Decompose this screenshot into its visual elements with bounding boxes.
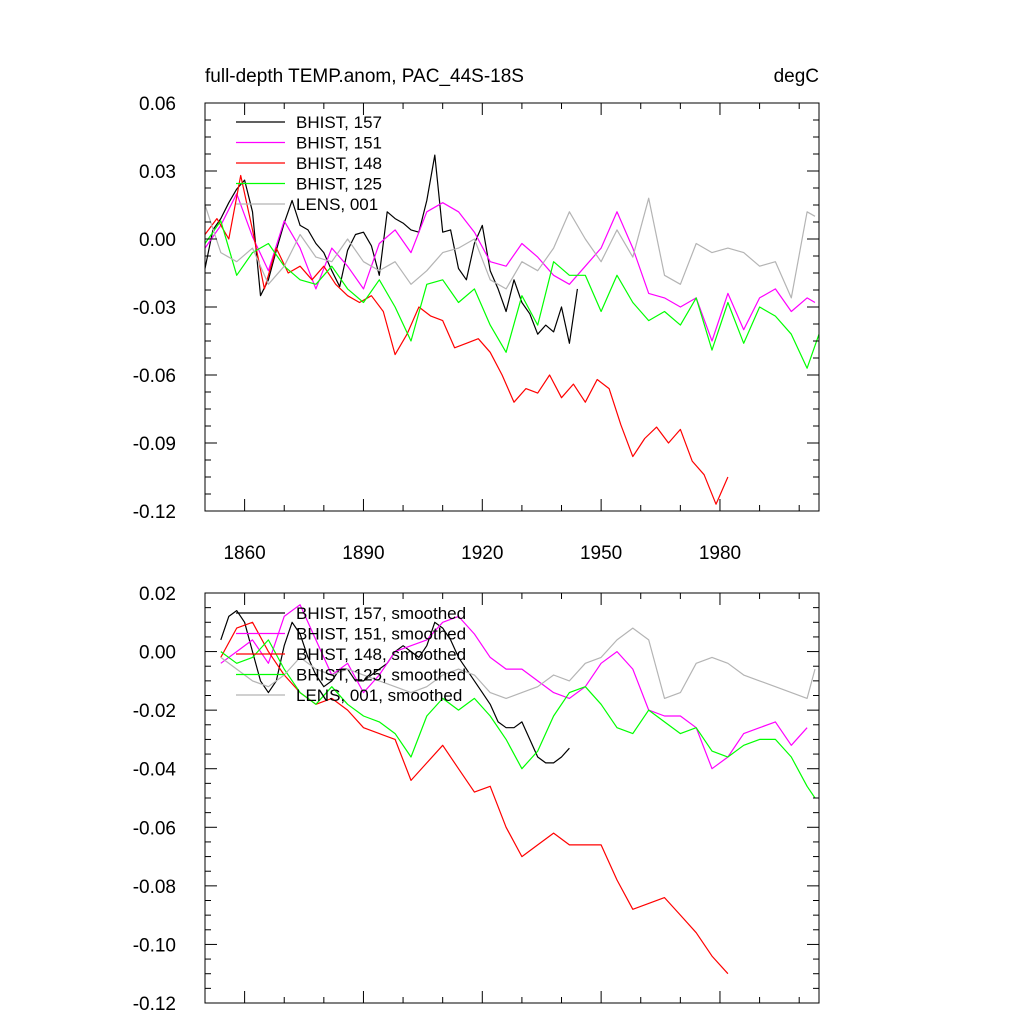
top-panel: 1860 1890 1920 1950 1980 -0.12 -0.09 -0.06 -0.03… — [133, 94, 820, 564]
top-legend-label-4: BHIST, 125 — [296, 175, 382, 194]
bottom-series-line-4 — [220, 639, 816, 799]
bottom-legend-label-5: LENS, 001, smoothed — [296, 686, 462, 705]
top-y-tick-label: 0.00 — [139, 230, 176, 251]
bottom-y-tick-label: -0.08 — [133, 877, 176, 898]
bottom-legend: BHIST, 157, smoothed BHIST, 151, smoothed… — [236, 604, 466, 705]
units-label: degC — [774, 66, 819, 87]
top-legend-label-1: BHIST, 157 — [296, 113, 382, 132]
top-axes: 1860 1890 1920 1950 1980 -0.12 -0.09 -0.06 -0.03… — [133, 94, 819, 564]
top-x-tick-label: 1950 — [580, 543, 622, 564]
top-x-tick-label: 1920 — [461, 543, 503, 564]
top-y-tick-label: -0.06 — [133, 366, 176, 387]
top-y-tick-label: -0.03 — [133, 298, 176, 319]
bottom-y-tick-label: -0.06 — [133, 818, 176, 839]
top-legend-label-2: BHIST, 151 — [296, 134, 382, 153]
top-x-tick-label: 1980 — [699, 543, 741, 564]
bottom-y-tick-label: -0.02 — [133, 701, 176, 722]
bottom-y-tick-label: -0.10 — [133, 935, 176, 956]
top-x-tick-label: 1890 — [342, 543, 384, 564]
bottom-y-tick-label: 0.02 — [139, 584, 176, 605]
top-series-line-5 — [204, 197, 816, 299]
top-legend-label-5: LENS, 001 — [296, 195, 378, 214]
bottom-y-tick-label: 0.00 — [139, 643, 176, 664]
bottom-legend-label-3: BHIST, 148, smoothed — [296, 645, 466, 664]
bottom-y-tick-label: -0.12 — [133, 994, 176, 1015]
bottom-series-line-2 — [220, 604, 808, 770]
top-y-tick-label: 0.06 — [139, 94, 176, 115]
top-series-line-2 — [204, 193, 816, 342]
top-series-group — [204, 154, 820, 505]
bottom-legend-label-1: BHIST, 157, smoothed — [296, 604, 466, 623]
top-series-line-4 — [204, 220, 820, 369]
bottom-panel: -0.12 -0.10 -0.08 -0.06 -0.04 -0.02 0.00 0.02 B… — [133, 584, 820, 1015]
bottom-y-tick-label: -0.04 — [133, 760, 177, 781]
bottom-legend-label-2: BHIST, 151, smoothed — [296, 625, 466, 644]
top-series-line-3 — [204, 174, 729, 505]
bottom-legend-label-4: BHIST, 125, smoothed — [296, 666, 466, 685]
bottom-axes: -0.12 -0.10 -0.08 -0.06 -0.04 -0.02 0.00 0.02 — [133, 584, 819, 1015]
bottom-series-line-5 — [220, 627, 816, 700]
top-y-tick-label: -0.09 — [133, 434, 176, 455]
bottom-series-group — [220, 604, 816, 975]
top-y-tick-label: 0.03 — [139, 162, 176, 183]
top-x-tick-label: 1860 — [223, 543, 265, 564]
top-legend-label-3: BHIST, 148 — [296, 154, 382, 173]
top-y-tick-label: -0.12 — [133, 502, 176, 523]
plot-title: full-depth TEMP.anom, PAC_44S-18S — [205, 66, 524, 87]
